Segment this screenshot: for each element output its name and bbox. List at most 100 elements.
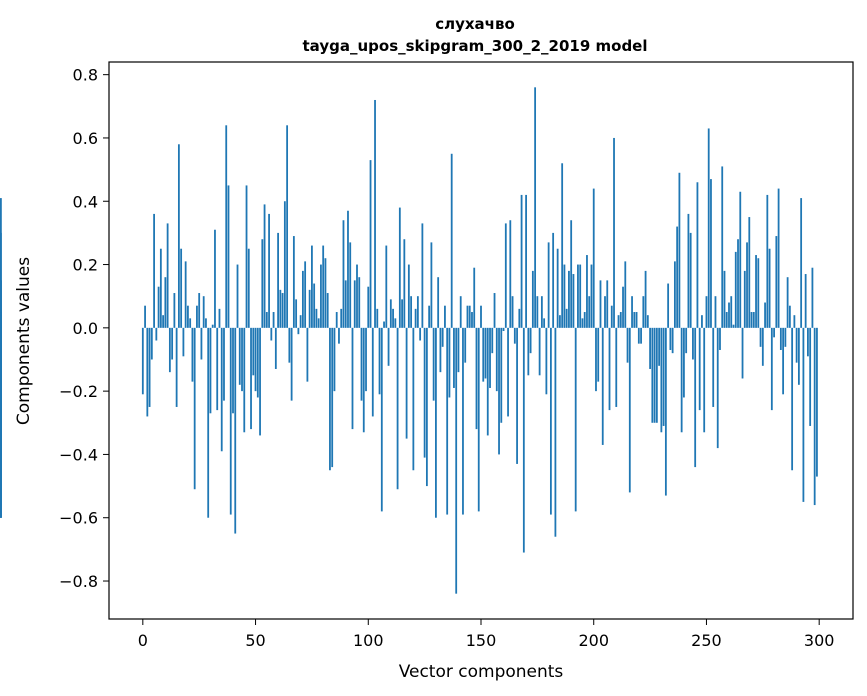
bar bbox=[274, 327, 277, 369]
bar bbox=[809, 327, 812, 426]
bar bbox=[791, 327, 794, 471]
bar bbox=[435, 327, 437, 518]
bar bbox=[511, 296, 514, 328]
bar bbox=[367, 286, 370, 328]
bar bbox=[761, 327, 764, 366]
bar bbox=[540, 296, 543, 328]
bar bbox=[549, 327, 552, 515]
y-axis-ticks: −0.8 −0.6 −0.4 −0.2 0.0 0.2 0.4 0.6 0.8 bbox=[59, 66, 109, 591]
y-tick-label: −0.8 bbox=[59, 572, 98, 591]
bar bbox=[150, 327, 153, 360]
bar bbox=[716, 327, 719, 449]
bar bbox=[471, 312, 473, 328]
bar bbox=[250, 327, 252, 430]
bar bbox=[811, 267, 814, 328]
bar bbox=[425, 327, 428, 487]
bar bbox=[218, 308, 221, 328]
bar bbox=[572, 274, 575, 328]
bar bbox=[795, 327, 798, 363]
bar bbox=[520, 194, 523, 328]
bar bbox=[225, 125, 228, 328]
bar bbox=[252, 327, 255, 376]
y-tick-label: 0.2 bbox=[73, 256, 98, 275]
bar bbox=[0, 280, 2, 328]
bar bbox=[800, 198, 803, 328]
bar bbox=[177, 144, 180, 328]
bar bbox=[583, 312, 586, 328]
bar bbox=[671, 327, 674, 354]
bar bbox=[653, 327, 656, 423]
bar bbox=[651, 327, 654, 423]
bar bbox=[721, 166, 724, 328]
bar bbox=[342, 220, 345, 328]
bar bbox=[432, 327, 435, 401]
bar bbox=[755, 255, 757, 328]
bar bbox=[579, 264, 582, 328]
bar bbox=[743, 270, 746, 328]
bar bbox=[489, 327, 491, 388]
bar bbox=[358, 277, 361, 328]
bar bbox=[683, 327, 685, 398]
bar bbox=[207, 327, 210, 518]
bar bbox=[667, 283, 670, 328]
bar bbox=[768, 248, 771, 328]
bar bbox=[146, 327, 149, 417]
bar bbox=[421, 223, 424, 328]
bar bbox=[387, 327, 390, 366]
bar bbox=[428, 305, 431, 328]
bar bbox=[229, 327, 232, 515]
bar bbox=[378, 327, 381, 395]
bar bbox=[498, 327, 500, 455]
bar bbox=[446, 327, 449, 515]
bar bbox=[536, 296, 539, 328]
bar bbox=[317, 318, 320, 328]
bar bbox=[473, 267, 476, 328]
bar bbox=[689, 232, 692, 328]
bar bbox=[712, 327, 715, 407]
bar bbox=[741, 327, 744, 379]
bar bbox=[256, 327, 259, 398]
bar bbox=[214, 229, 216, 328]
bar bbox=[527, 327, 530, 376]
bar bbox=[786, 277, 789, 328]
bar bbox=[673, 261, 676, 328]
bar bbox=[719, 327, 721, 350]
bar bbox=[374, 99, 376, 328]
bar bbox=[626, 327, 629, 363]
x-tick-label: 50 bbox=[245, 631, 265, 650]
bar bbox=[344, 280, 347, 328]
bar bbox=[0, 315, 2, 328]
bar bbox=[495, 327, 498, 392]
bar bbox=[441, 327, 444, 347]
bar bbox=[477, 327, 480, 512]
bar bbox=[211, 324, 214, 328]
bar bbox=[398, 207, 401, 328]
bar bbox=[685, 327, 688, 354]
bar bbox=[622, 286, 624, 328]
bar bbox=[782, 327, 785, 395]
bar bbox=[586, 255, 588, 328]
bar bbox=[315, 308, 318, 328]
bar bbox=[155, 327, 158, 341]
bar bbox=[311, 245, 313, 328]
x-axis-ticks: 0 50 100 150 200 250 300 bbox=[138, 619, 834, 650]
bar bbox=[234, 327, 237, 534]
bar bbox=[326, 293, 329, 328]
bar bbox=[797, 327, 800, 385]
bar bbox=[437, 277, 440, 328]
bar bbox=[187, 305, 189, 328]
bar bbox=[362, 327, 365, 433]
bar bbox=[450, 153, 453, 328]
bar bbox=[775, 236, 778, 328]
bar bbox=[297, 327, 300, 335]
bar bbox=[376, 308, 379, 328]
bar bbox=[531, 270, 534, 328]
bar bbox=[198, 293, 201, 328]
bar bbox=[500, 327, 503, 423]
bar bbox=[340, 308, 343, 328]
bar bbox=[401, 299, 403, 328]
bar bbox=[405, 327, 408, 439]
bar bbox=[773, 327, 775, 338]
bar bbox=[714, 296, 717, 328]
bar bbox=[590, 264, 593, 328]
